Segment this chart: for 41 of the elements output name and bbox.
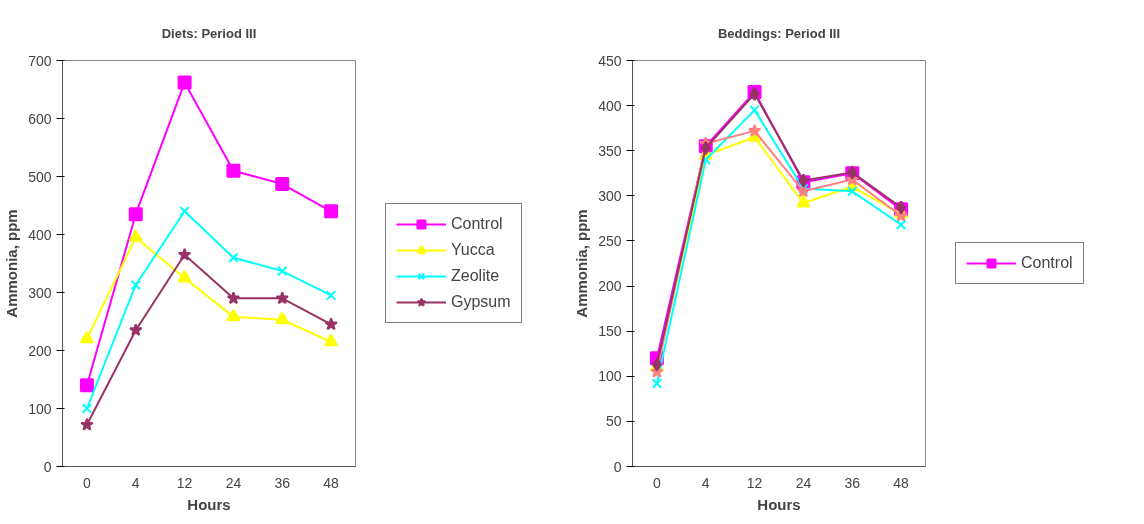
chart-title: Diets: Period III xyxy=(161,25,257,41)
legend-label: Gypsum xyxy=(451,293,511,311)
x-tick-label: 12 xyxy=(746,474,763,491)
y-tick-label: 600 xyxy=(28,110,52,127)
x-tick-label: 0 xyxy=(83,474,92,491)
y-tick-label: 100 xyxy=(28,400,52,417)
y-tick-label: 250 xyxy=(598,232,622,249)
y-tick-label: 700 xyxy=(28,52,52,69)
x-tick-label: 36 xyxy=(274,474,291,491)
y-tick-label: 200 xyxy=(598,278,622,295)
y-axis-title: Ammonia, ppm xyxy=(3,209,21,318)
y-tick-label: 350 xyxy=(598,142,622,159)
legend-label: Control xyxy=(451,215,503,233)
x-tick-label: 4 xyxy=(131,474,140,491)
x-tick-label: 24 xyxy=(225,474,242,491)
x-tick-label: 48 xyxy=(323,474,340,491)
x-axis-title: Hours xyxy=(757,495,801,513)
y-tick-label: 400 xyxy=(598,97,622,114)
x-tick-label: 48 xyxy=(893,474,910,491)
legend-label: Zeolite xyxy=(451,267,500,285)
y-tick-label: 300 xyxy=(598,187,622,204)
x-tick-label: 24 xyxy=(795,474,812,491)
y-tick-label: 0 xyxy=(43,458,52,475)
y-tick-label: 450 xyxy=(598,52,622,69)
legend-label: Yucca xyxy=(451,241,495,259)
x-tick-label: 36 xyxy=(844,474,861,491)
chart-title: Beddings: Period III xyxy=(717,25,841,41)
y-tick-label: 200 xyxy=(28,342,52,359)
y-axis-title: Ammonia, ppm xyxy=(573,209,591,318)
x-tick-label: 12 xyxy=(176,474,193,491)
x-tick-label: 0 xyxy=(653,474,662,491)
y-tick-label: 50 xyxy=(605,413,622,430)
y-tick-label: 0 xyxy=(613,458,622,475)
y-tick-label: 100 xyxy=(598,368,622,385)
y-tick-label: 400 xyxy=(28,226,52,243)
y-tick-label: 300 xyxy=(28,284,52,301)
x-tick-label: 4 xyxy=(701,474,710,491)
y-tick-label: 500 xyxy=(28,168,52,185)
legend-label: Control xyxy=(1021,254,1073,272)
y-tick-label: 150 xyxy=(598,323,622,340)
x-axis-title: Hours xyxy=(187,495,231,513)
